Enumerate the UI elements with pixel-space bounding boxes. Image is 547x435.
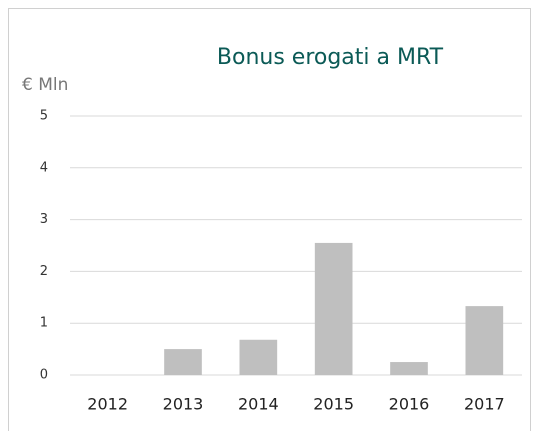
bar: [314, 242, 353, 375]
bar: [465, 306, 504, 375]
bar: [390, 362, 428, 375]
y-tick-label: 5: [40, 109, 48, 124]
x-tick-label: 2017: [464, 395, 505, 414]
x-tick-label: 2014: [238, 395, 279, 414]
x-tick-label: 2015: [313, 395, 354, 414]
y-axis-label: € Mln: [22, 75, 68, 95]
x-tick-label: 2012: [87, 395, 128, 414]
bar: [239, 339, 278, 375]
x-tick-label: 2013: [163, 395, 204, 414]
chart-border: [8, 8, 531, 431]
chart-title: Bonus erogati a MRT: [217, 45, 444, 70]
y-tick-label: 4: [40, 160, 48, 175]
y-tick-label: 1: [40, 316, 48, 331]
y-tick-label: 2: [40, 264, 48, 279]
y-tick-label: 3: [40, 212, 48, 227]
bar: [164, 349, 202, 375]
y-tick-label: 0: [40, 368, 48, 383]
x-tick-label: 2016: [389, 395, 430, 414]
